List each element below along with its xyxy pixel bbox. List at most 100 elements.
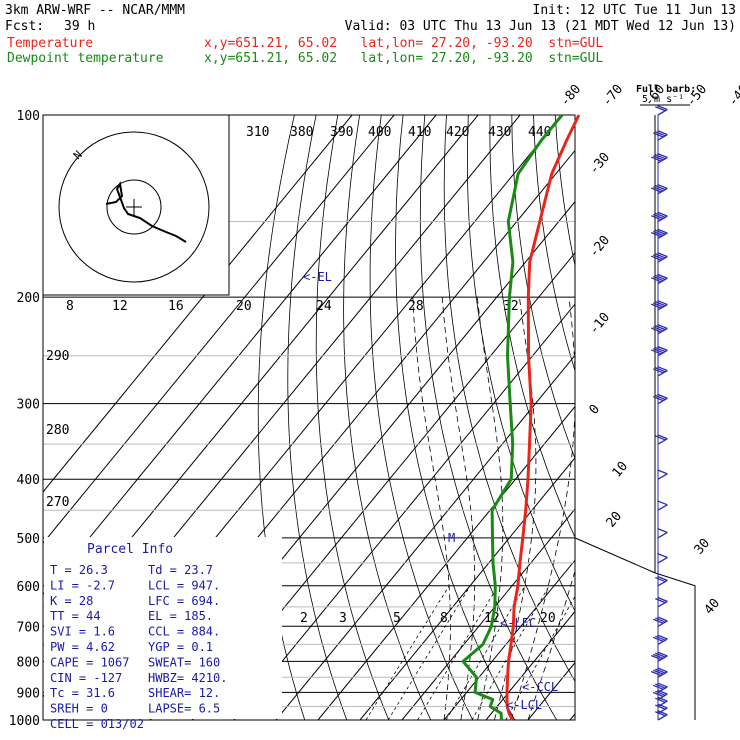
- parcel-info-left: Tc = 31.6: [50, 686, 115, 700]
- wind-barb-flag: [650, 187, 662, 193]
- isotherm-line: [401, 508, 575, 720]
- isotherm-label: -10: [587, 310, 614, 338]
- isotherm-label: 10: [610, 459, 632, 481]
- wind-barb-flag: [657, 703, 668, 709]
- wind-barb-flag: [657, 228, 668, 234]
- hodograph-trace: [105, 181, 187, 243]
- mixing-ratio-label: 5: [393, 611, 401, 626]
- wind-barb-flag: [657, 434, 668, 440]
- wind-barb-flag: [652, 636, 664, 642]
- pressure-tick-label: 400: [17, 473, 40, 488]
- wind-barb-flag: [650, 277, 662, 283]
- wind-barb-flag: [652, 396, 664, 402]
- hodograph-speed-label: 8: [66, 299, 74, 314]
- hodograph-speed-label: 28: [408, 299, 424, 314]
- pressure-tick-label: 800: [17, 655, 40, 670]
- parcel-info-left: T = 26.3: [50, 563, 108, 577]
- fcst-label: Fcst:: [5, 19, 45, 34]
- parcel-info-left: CELL = 013/02: [50, 717, 144, 731]
- wind-barb: [657, 579, 668, 587]
- wind-barb-flag: [657, 469, 668, 475]
- wind-barb-flag: [655, 690, 666, 696]
- isotherm-label: 40: [702, 596, 724, 618]
- wind-barb-flag: [650, 215, 662, 221]
- parcel-info-right: LFC = 694.: [148, 594, 220, 608]
- parcel-info-right: Td = 23.7: [148, 563, 213, 577]
- wind-barb-flag: [657, 651, 668, 657]
- parcel-info-right: SHEAR= 12.: [148, 686, 220, 700]
- parcel-info-right: SWEAT= 160: [148, 655, 220, 669]
- isotherm-line: [233, 303, 575, 720]
- isotherm-line: [485, 610, 575, 720]
- dry-adiabat-line: [315, 115, 390, 720]
- wind-barb-flag: [655, 394, 666, 401]
- mean-wind-marker: M: [448, 531, 455, 545]
- wind-barb-flag: [650, 349, 662, 355]
- wind-barb-flag: [657, 152, 668, 159]
- pressure-tick-label: 500: [17, 532, 40, 547]
- parcel-info-right: HWBZ= 4210.: [148, 671, 227, 685]
- wind-barb: [657, 707, 668, 714]
- parcel-info-left: SVI = 1.6: [50, 625, 115, 639]
- hodograph-speed-label: 20: [236, 299, 252, 314]
- dry-adiabat-line: [664, 115, 740, 733]
- wind-barb-flag: [652, 653, 664, 659]
- wind-barb-flag: [652, 691, 664, 698]
- dry-adiabat-line: [729, 115, 740, 733]
- theta-label: 420: [446, 125, 469, 140]
- pressure-tick-label: 300: [17, 398, 40, 413]
- wind-barb-flag: [655, 301, 666, 307]
- wind-barb-flag: [655, 154, 666, 160]
- wind-barb-flag: [657, 667, 668, 673]
- dry-adiabat-line: [511, 115, 575, 460]
- mixing-ratio-label: 3: [339, 611, 347, 626]
- parcel-info-left: TT = 44: [50, 609, 101, 623]
- hodograph-ring: [106, 179, 162, 235]
- theta-side-label: 270: [46, 495, 69, 510]
- parcel-info-left: CAPE = 1067: [50, 655, 129, 669]
- isotherm-line: [275, 354, 575, 720]
- dry-adiabat-line: [443, 115, 575, 683]
- theta-label: 380: [290, 125, 313, 140]
- plot-frame: [42, 114, 576, 721]
- wind-barb-flag: [652, 302, 664, 308]
- wind-barb-flag: [655, 106, 666, 112]
- pressure-tick-label: 900: [17, 686, 40, 701]
- isotherm-line: [359, 457, 575, 720]
- temperature-legend: Temperature: [7, 36, 94, 51]
- wind-barb-flag: [657, 323, 668, 330]
- temperature-location: x,y=651.21, 65.02 lat,lon= 27.20, -93.20…: [204, 36, 604, 51]
- theta-label: 310: [246, 125, 269, 140]
- mixing-ratio-label: 20: [540, 611, 556, 626]
- wind-barb-flag: [657, 709, 668, 716]
- isotherm-label: -20: [587, 233, 614, 261]
- mixing-ratio-label: 8: [440, 611, 448, 626]
- wind-barb-flag: [657, 130, 668, 136]
- isotherm-label: -80: [558, 82, 585, 110]
- wind-barb-flag: [652, 213, 664, 220]
- wind-barb-flag: [655, 185, 666, 191]
- parcel-info-title: Parcel Info: [87, 542, 173, 557]
- isotherm-line: [443, 559, 575, 720]
- dry-adiabat-line: [686, 115, 740, 733]
- plot-area: [43, 115, 740, 733]
- parcel-info-background: [44, 537, 282, 719]
- wind-barb-flag: [657, 689, 668, 695]
- wind-barb-flag: [655, 367, 666, 373]
- barb-column-diagonal: [574, 537, 656, 574]
- pressure-tick-label: 200: [17, 291, 40, 306]
- dry-adiabat-line: [489, 115, 575, 539]
- hodograph-frame: [42, 114, 230, 296]
- theta-label: 390: [330, 125, 353, 140]
- wind-barb-flag: [655, 711, 666, 717]
- wind-barb-flag: [657, 696, 668, 702]
- parcel-info-left: K = 28: [50, 594, 93, 608]
- wind-barb-flag: [657, 183, 668, 190]
- barb-column-frame: [654, 115, 696, 720]
- wind-barb-flag: [657, 365, 668, 372]
- temperature-profile: [505, 114, 581, 721]
- wind-barb-flag: [657, 211, 668, 217]
- hodograph-speed-label: 24: [316, 299, 332, 314]
- wind-barb-flag: [657, 527, 668, 534]
- wind-barb: [657, 438, 668, 445]
